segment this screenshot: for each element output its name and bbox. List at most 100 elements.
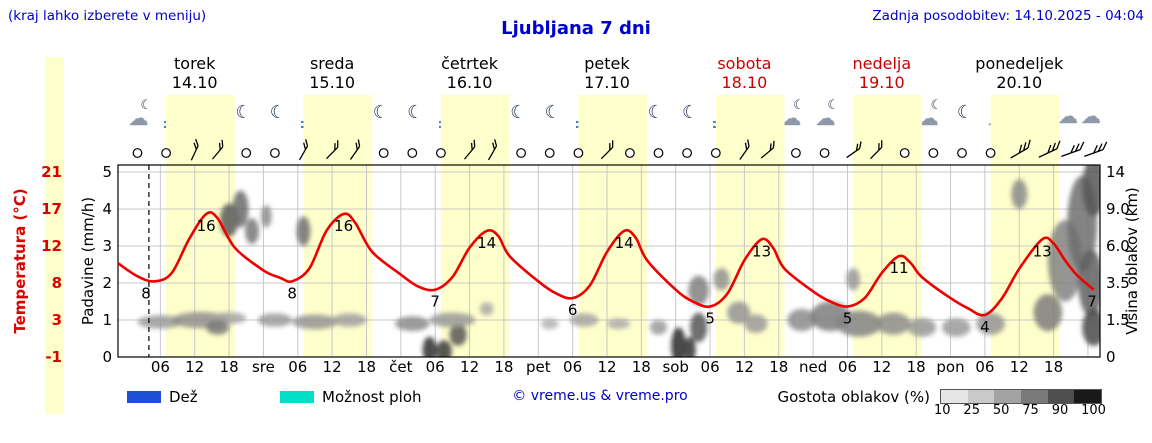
showers-legend-swatch: [280, 391, 314, 403]
temperature-value-label: 16: [197, 217, 216, 235]
day-date: 19.10: [858, 73, 905, 92]
day-header-nedelja: nedelja 19.10: [817, 54, 947, 92]
x-day-abbrev: čet: [389, 358, 412, 376]
gradient-block: [1021, 390, 1048, 403]
wind-barb-icon: [487, 139, 498, 161]
cloud-tick-label: 3.5: [1106, 274, 1130, 292]
wind-calm-icon: [985, 148, 996, 158]
rain-legend-swatch: [127, 391, 161, 403]
cloud-blob: [1011, 179, 1028, 209]
temp-tick-label: 17: [41, 200, 62, 218]
precip-tick-label: 1: [102, 311, 112, 329]
precip-tick-label: 3: [102, 237, 112, 255]
day-name: torek: [174, 54, 216, 73]
cloud-tick-label: 9.0: [1106, 200, 1130, 218]
gradient-tick-label: 75: [1022, 403, 1039, 418]
day-header-sreda: sreda 15.10: [267, 54, 397, 92]
wind-barb-icon: [325, 140, 339, 160]
cloud-blob: [649, 320, 668, 335]
wind-calm-icon: [653, 148, 664, 158]
precip-tick-label: 2: [102, 274, 112, 292]
day-date: 14.10: [171, 73, 218, 92]
wind-barb-icon: [298, 139, 309, 161]
x-tick-label: 18: [494, 358, 513, 376]
cloud-blob: [332, 313, 367, 327]
wind-calm-icon: [132, 148, 143, 158]
wind-calm-icon: [516, 148, 526, 158]
precip-tick-label: 4: [102, 200, 112, 218]
temperature-value-label: 14: [477, 234, 496, 252]
x-day-abbrev: ned: [799, 358, 827, 376]
cloud-blob: [261, 205, 272, 228]
temperature-value-label: 7: [430, 293, 440, 311]
day-date: 16.10: [446, 73, 493, 92]
day-header-petek: petek 17.10: [542, 54, 672, 92]
wind-calm-icon: [682, 148, 692, 158]
wind-symbols-row: [132, 138, 1108, 161]
cloud-blob: [1082, 165, 1100, 217]
x-tick-label: 12: [323, 358, 342, 376]
x-tick-label: 06: [426, 358, 445, 376]
day-date: 17.10: [584, 73, 630, 92]
cloud-blob: [435, 340, 452, 357]
x-tick-label: 18: [769, 358, 788, 376]
x-tick-label: 12: [460, 358, 479, 376]
x-tick-label: 18: [907, 358, 926, 376]
day-date: 18.10: [721, 73, 768, 92]
x-tick-label: 12: [872, 358, 891, 376]
temperature-value-label: 11: [889, 259, 908, 277]
wind-calm-icon: [378, 148, 389, 158]
x-tick-label: 18: [357, 358, 376, 376]
temp-tick-label: 12: [41, 237, 62, 255]
x-tick-label: 18: [1044, 358, 1063, 376]
x-tick-label: 12: [1010, 358, 1029, 376]
precip-tick-label: 5: [102, 163, 112, 181]
x-tick-label: 12: [735, 358, 754, 376]
gradient-tick-label: 10: [934, 403, 951, 418]
cloud-blob: [846, 268, 861, 291]
left-axis-strip: [45, 57, 64, 414]
cloud-blob: [541, 318, 559, 330]
temperature-curve: [118, 211, 1095, 317]
temperature-value-label: 8: [287, 284, 297, 302]
cloud-blob: [292, 314, 338, 330]
cloud-density-gradient: [940, 389, 1102, 404]
wind-calm-icon: [710, 148, 721, 158]
x-tick-label: 18: [632, 358, 651, 376]
wind-barb-icon: [463, 139, 476, 160]
day-name: sreda: [309, 54, 355, 73]
wind-calm-icon: [791, 148, 801, 158]
wind-calm-icon: [544, 148, 555, 158]
temp-tick-label: -1: [45, 348, 62, 366]
wind-calm-icon: [573, 148, 584, 158]
last-update-text: Zadnja posodobitev: 14.10.2025 - 04:04: [872, 8, 1144, 24]
page-title: Ljubljana 7 dni: [501, 18, 651, 39]
x-day-abbrev: sre: [252, 358, 275, 376]
cloud-blob: [296, 216, 311, 246]
wind-barb-icon: [190, 138, 199, 161]
x-day-abbrev: sob: [662, 358, 689, 376]
cloud-blob: [907, 318, 937, 337]
temp-tick-label: 21: [41, 163, 62, 181]
cloud-blob: [976, 312, 1005, 335]
day-name: četrtek: [441, 54, 498, 73]
cloud-blob: [787, 308, 816, 332]
wind-calm-icon: [269, 148, 280, 158]
wind-barb-icon: [349, 139, 361, 160]
wind-barb-icon: [1084, 141, 1108, 158]
daylight-band: [578, 95, 648, 357]
wind-barb-icon: [846, 141, 862, 159]
temperature-value-label: 14: [615, 234, 634, 252]
wind-calm-icon: [957, 148, 967, 158]
cloud-blob: [1082, 308, 1100, 346]
x-tick-label: 06: [288, 358, 307, 376]
copyright-link[interactable]: © vreme.us & vreme.pro: [512, 388, 688, 404]
temperature-value-label: 7: [1087, 293, 1097, 311]
rain-legend-label: Dež: [169, 388, 198, 406]
precip-tick-label: 0: [102, 348, 112, 366]
day-name: nedelja: [852, 54, 912, 73]
x-tick-label: 06: [838, 358, 857, 376]
showers-legend-label: Možnost ploh: [322, 388, 422, 406]
wind-calm-icon: [899, 148, 910, 158]
